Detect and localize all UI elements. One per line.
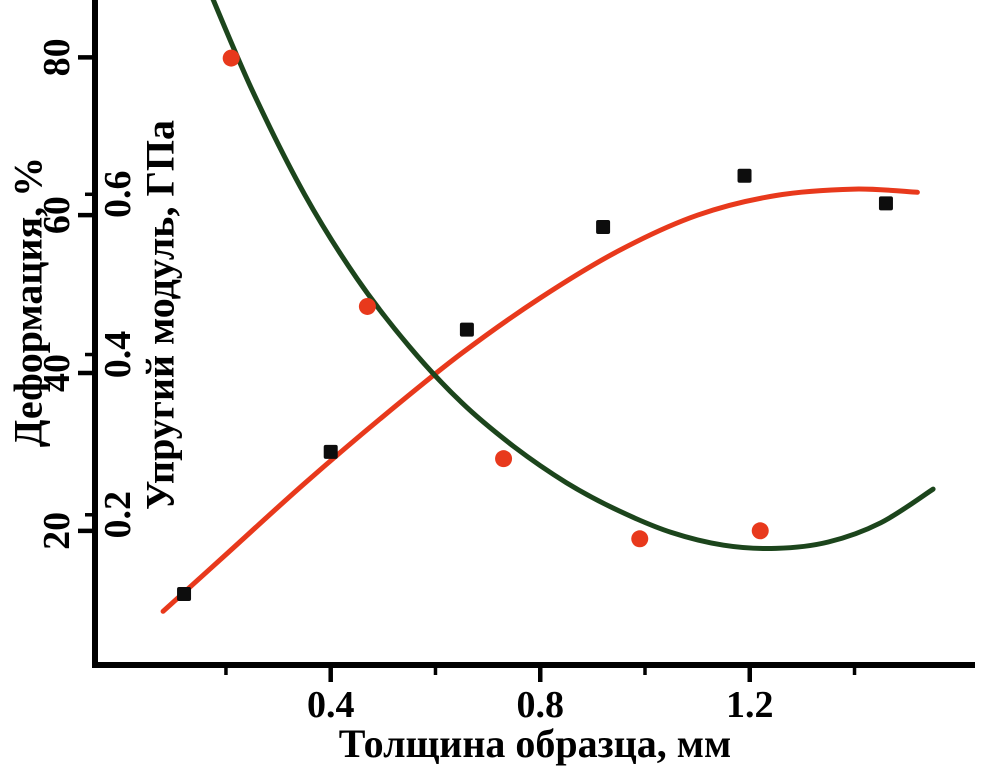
fit-curve-modulus — [210, 0, 936, 552]
y-axis-title-modulus: Упругий модуль, ГПа — [138, 120, 183, 510]
x-tick-label: 0.8 — [516, 684, 564, 726]
data-point-square — [323, 444, 338, 459]
y-tick-label-modulus: 0.4 — [97, 331, 139, 379]
x-tick-label: 1.2 — [726, 684, 774, 726]
y-tick-label-deformation: 20 — [36, 512, 78, 550]
y-tick-label-deformation: 40 — [36, 354, 78, 392]
data-point-circle — [751, 522, 769, 540]
x-axis-title: Толщина образца, мм — [339, 721, 732, 766]
data-point-square — [596, 220, 611, 235]
data-point-circle — [222, 49, 240, 67]
y-tick-label-modulus: 0.6 — [97, 171, 139, 219]
data-point-circle — [495, 450, 513, 468]
data-point-square — [878, 196, 893, 211]
fit-curve-deformation — [160, 186, 920, 614]
data-point-circle — [631, 530, 649, 548]
data-point-square — [459, 322, 474, 337]
data-point-square — [177, 586, 192, 601]
y-tick-label-modulus: 0.2 — [97, 491, 139, 539]
y-tick-label-deformation: 60 — [36, 196, 78, 234]
y-axis-title-deformation: Деформация, % — [6, 157, 51, 447]
data-point-square — [737, 168, 752, 183]
x-tick-label: 0.4 — [307, 684, 355, 726]
y-tick-label-deformation: 80 — [36, 38, 78, 76]
data-point-circle — [358, 297, 376, 315]
